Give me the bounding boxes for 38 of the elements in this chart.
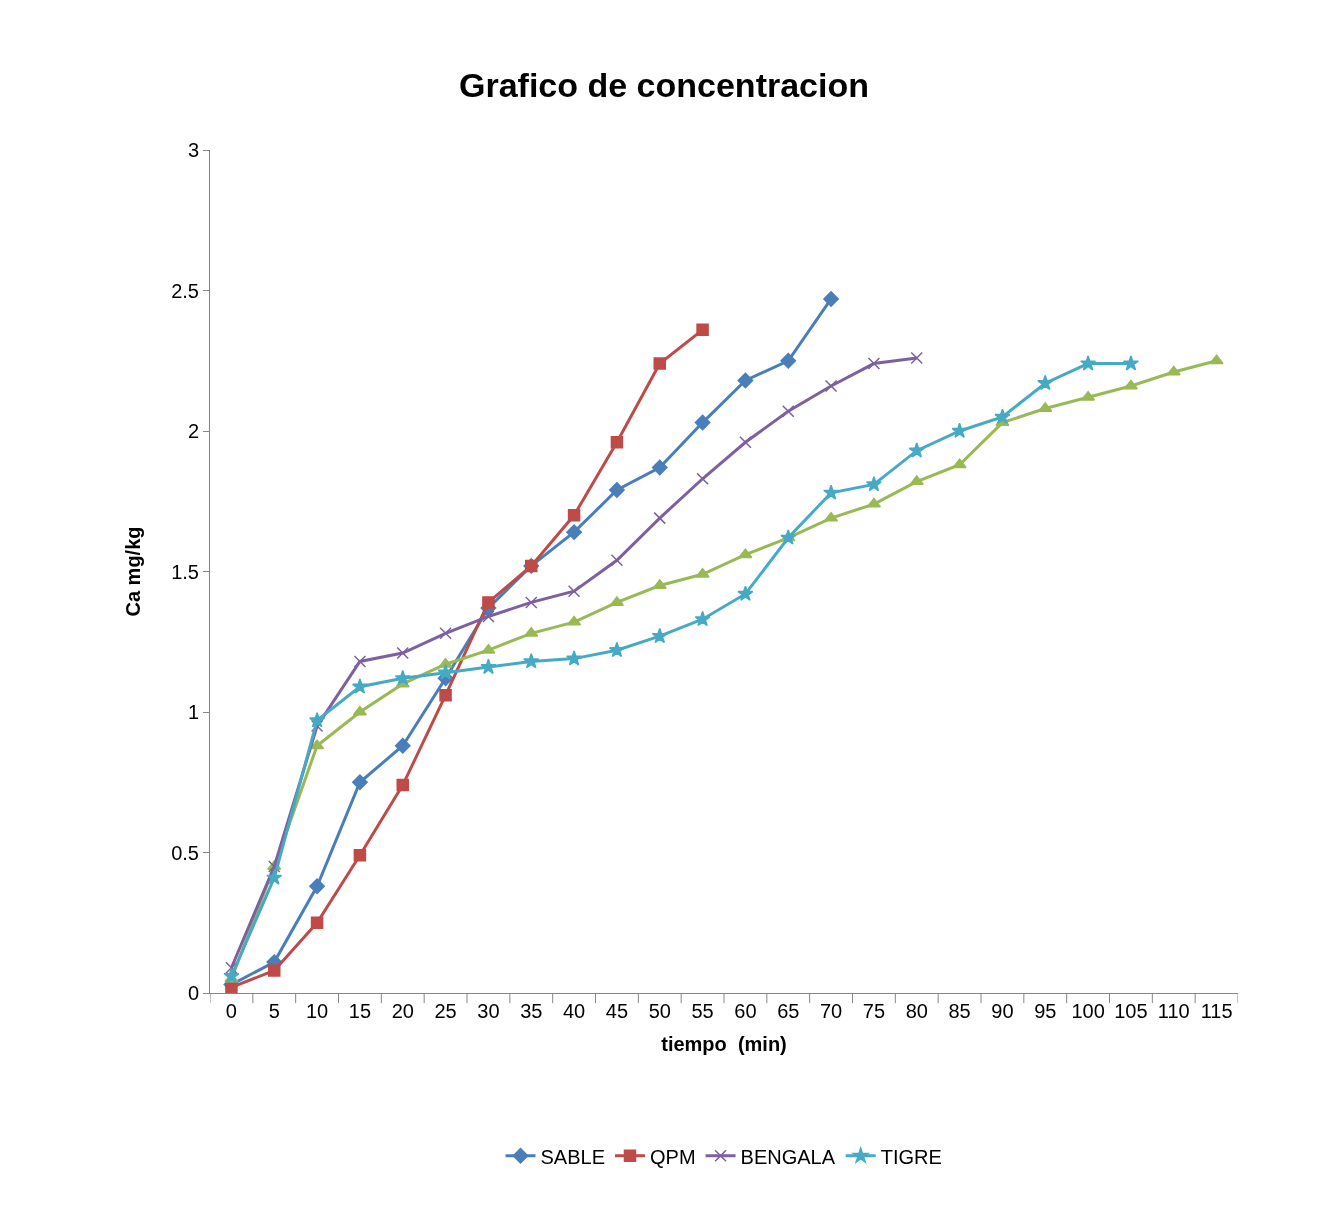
x-tick-label: 90	[991, 1000, 1014, 1022]
x-tick-label: 15	[348, 1000, 372, 1022]
x-tick-label: 50	[648, 1000, 671, 1022]
x-tick-label: 75	[862, 1000, 886, 1022]
x-tick-label: 55	[691, 1000, 714, 1022]
x-tick-label: 0	[225, 1000, 237, 1022]
y-tick-label: 2.5	[171, 279, 199, 302]
y-axis-title: Ca mg/kg	[121, 526, 144, 617]
x-tick-label: 115	[1200, 1000, 1233, 1022]
x-tick-label: 40	[562, 1000, 586, 1022]
x-tick-label: 60	[734, 1000, 757, 1022]
x-tick-label: 25	[434, 1000, 457, 1022]
x-tick-label: 30	[477, 1000, 500, 1022]
chart-title: Grafico de concentracion	[459, 66, 869, 105]
x-tick-label: 100	[1071, 1000, 1105, 1022]
x-tick-label: 110	[1157, 1000, 1190, 1022]
x-tick-label: 5	[268, 1000, 280, 1022]
y-tick-label: 2	[187, 420, 199, 442]
y-tick-label: 3	[187, 139, 199, 161]
y-tick-label: 1	[187, 701, 199, 723]
x-tick-label: 70	[819, 1000, 843, 1022]
x-tick-label: 80	[905, 1000, 928, 1022]
x-tick-label: 65	[777, 1000, 800, 1022]
x-tick-label: 105	[1114, 1000, 1148, 1022]
y-tick-label: 0.5	[171, 841, 199, 864]
x-tick-label: 95	[1034, 1000, 1057, 1022]
x-tick-label: 10	[305, 1000, 329, 1022]
x-tick-label: 45	[605, 1000, 629, 1022]
x-tick-label: 85	[948, 1000, 971, 1022]
y-tick-label: 1.5	[171, 560, 199, 583]
y-tick-label: 0	[187, 982, 199, 1004]
legend-label: SABLE	[540, 1145, 605, 1168]
legend-label: TIGRE	[880, 1145, 942, 1168]
x-tick-label: 20	[391, 1000, 414, 1022]
x-tick-label: 35	[520, 1000, 543, 1022]
legend-label: QPM	[649, 1145, 696, 1168]
legend-label: BENGALA	[740, 1145, 836, 1168]
x-axis-title: tiempo (min)	[661, 1032, 787, 1055]
